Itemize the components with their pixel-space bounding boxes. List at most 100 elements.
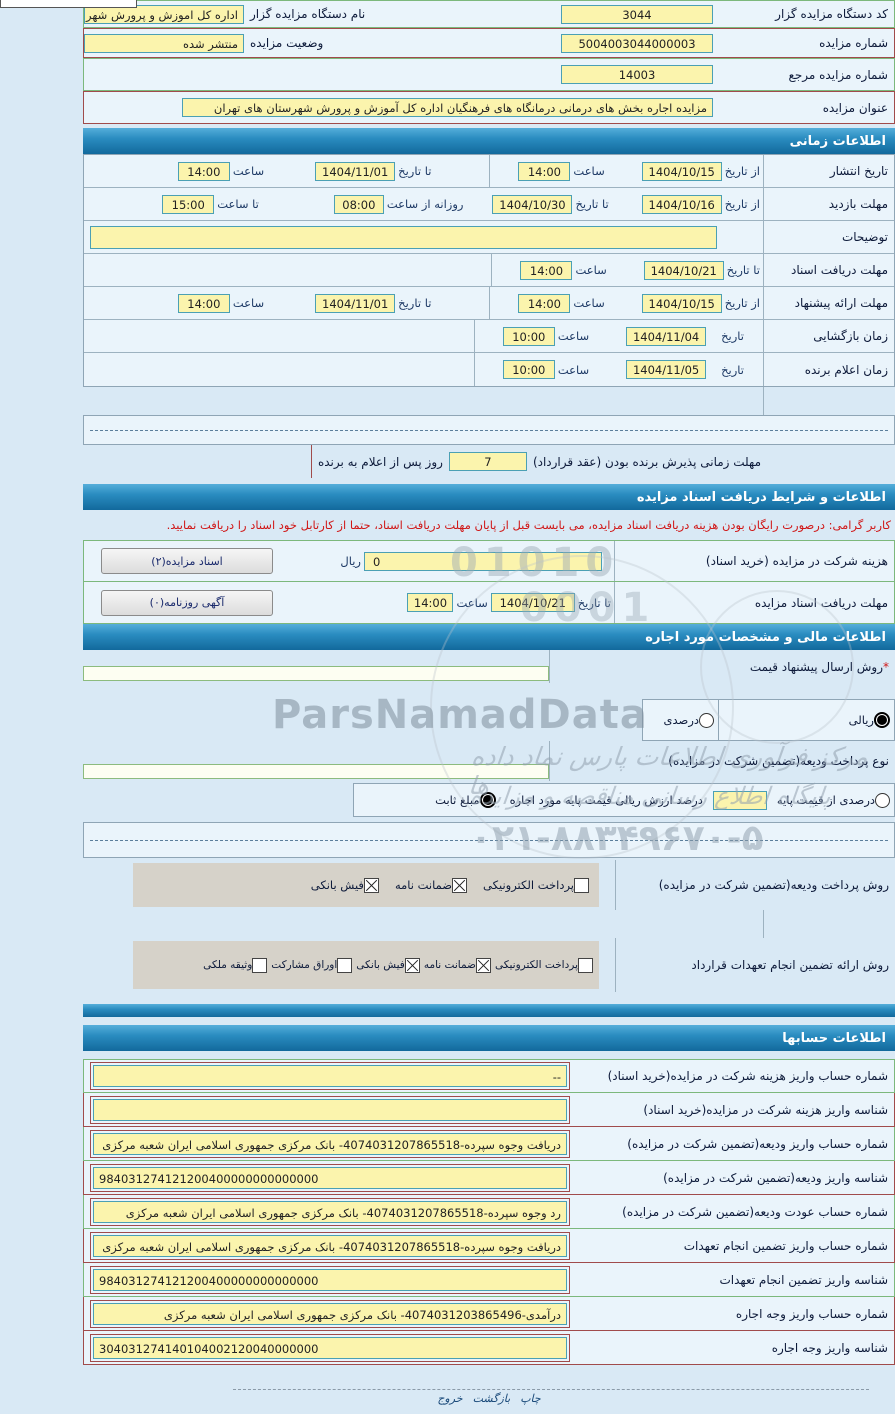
guarantee-option-bank-receipt[interactable]: فیش بانکی (356, 957, 420, 973)
guarantee-option-property[interactable]: وثیقه ملکی (203, 957, 268, 973)
opening-label: زمان بازگشایی (763, 320, 894, 352)
account-input[interactable]: 984031274121200400000000000000 (93, 1268, 567, 1291)
visit-until-input[interactable]: 15:00 (162, 194, 215, 214)
participation-bonds-checkbox[interactable] (337, 957, 353, 973)
auction-number-label: شماره مزایده (819, 36, 888, 50)
row-publish-date: تاریخ انتشار از تاریخ 1404/10/15 ساعت 14… (84, 155, 894, 188)
base-percent-radio[interactable] (875, 792, 890, 808)
notes-input[interactable] (90, 225, 717, 249)
row-reference-number: شماره مزایده مرجع 14003 (83, 58, 895, 91)
visit-daily-input[interactable]: 08:00 (333, 194, 384, 214)
acceptance-days-input[interactable]: 7 (448, 452, 527, 471)
rial-radio-label: ریالی (848, 713, 874, 727)
account-row: شناسه واریز وجه اجاره 304031274140104002… (83, 1331, 895, 1365)
bank-receipt-checkbox[interactable] (363, 877, 379, 893)
deposit-option-bank-receipt[interactable]: فیش بانکی (311, 877, 379, 893)
opening-date-input[interactable]: 1404/11/04 (626, 326, 707, 346)
guarantee-letter-checkbox[interactable] (452, 877, 468, 893)
account-input[interactable]: 984031274121200400000000000000 (93, 1166, 567, 1189)
property-collateral-checkbox[interactable] (252, 957, 268, 973)
agency-name-input[interactable]: اداره کل اموزش و پرورش شهر (84, 4, 244, 24)
publish-from-input[interactable]: 1404/10/15 (641, 161, 722, 181)
publish-hour-label: ساعت (573, 164, 605, 178)
winner-hour-input[interactable]: 10:00 (502, 360, 555, 379)
account-input[interactable]: -- (93, 1065, 567, 1087)
guarantee-option-bonds[interactable]: اوراق مشارکت (271, 957, 353, 973)
visit-from-label: از تاریخ (724, 197, 760, 211)
status-input[interactable]: منتشر شده (84, 33, 244, 53)
accounts-top-bar (83, 1004, 895, 1017)
opening-hour-input[interactable]: 10:00 (502, 326, 555, 346)
doc-deadline-to-label: تا تاریخ (726, 263, 760, 277)
docs-deadline-date-input[interactable]: 1404/10/21 (490, 593, 575, 612)
reference-number-label: شماره مزایده مرجع (788, 67, 888, 82)
account-row: شناسه واریز ودیعه(تضمین شرکت در مزایده) … (83, 1161, 895, 1195)
fee-currency-label: ریال (340, 554, 361, 568)
guarantee-option-letter[interactable]: ضمانت نامه (424, 957, 491, 973)
doc-deadline-to-input[interactable]: 1404/10/21 (643, 260, 724, 280)
agency-code-input[interactable]: 3044 (561, 4, 713, 24)
auction-title-input[interactable]: مزایده اجاره بخش های درمانی درمانگاه های… (182, 98, 713, 117)
account-input[interactable]: درآمدی-4074031203865496- بانک مرکزی جمهو… (93, 1302, 567, 1325)
row-participation-fee: هزینه شرکت در مزایده (خرید اسناد) 0 ریال… (83, 540, 895, 582)
base-percent-input[interactable] (712, 790, 767, 810)
deposit-type-empty-field[interactable] (83, 764, 549, 779)
account-row: شناسه واریز تضمین انجام تعهدات 984031274… (83, 1263, 895, 1297)
print-link[interactable]: چاپ (520, 1392, 541, 1405)
guarantee-bank-receipt-checkbox[interactable] (404, 957, 420, 973)
reference-number-input[interactable]: 14003 (561, 65, 713, 84)
row-notes: توضیحات (84, 221, 894, 254)
visit-daily-label: روزانه از ساعت (386, 197, 464, 211)
auction-number-input[interactable]: 5004003044000003 (561, 33, 713, 53)
proposal-to-input[interactable]: 1404/11/01 (315, 293, 396, 313)
proposal-hour-label: ساعت (573, 296, 605, 310)
row-guarantee-method: روش ارائه تضمین انجام تعهدات قرارداد پرد… (83, 938, 895, 992)
account-input[interactable]: رد وجوه سپرده-4074031207865518- بانک مرک… (93, 1200, 567, 1223)
guarantee-option-electronic[interactable]: پرداخت الکترونیکی (495, 957, 593, 973)
fee-input[interactable]: 0 (364, 551, 602, 571)
visit-from-input[interactable]: 1404/10/16 (641, 194, 722, 214)
electronic-payment-label: پرداخت الکترونیکی (483, 878, 574, 892)
publish-hour2-input[interactable]: 14:00 (177, 161, 230, 181)
account-label: شناسه واریز تضمین انجام تعهدات (719, 1272, 889, 1287)
back-link[interactable]: بازگشت (472, 1392, 511, 1405)
electronic-payment-checkbox[interactable] (574, 877, 589, 893)
row-notice: کاربر گرامی: درصورت رایگان بودن هزینه در… (83, 510, 895, 540)
publish-to-input[interactable]: 1404/11/01 (315, 161, 396, 181)
guarantee-electronic-checkbox[interactable] (578, 957, 593, 973)
deposit-method-panel: پرداخت الکترونیکی ضمانت نامه فیش بانکی (133, 863, 599, 907)
dashed-separator-1 (83, 415, 895, 445)
main-table: کد دستگاه مزایده گزار 3044 نام دستگاه مز… (83, 0, 895, 1405)
rial-radio[interactable] (874, 712, 890, 728)
account-row: شماره حساب عودت ودیعه(تضمین شرکت در مزای… (83, 1195, 895, 1229)
proposal-from-input[interactable]: 1404/10/15 (641, 293, 722, 313)
publish-hour-input[interactable]: 14:00 (518, 161, 571, 181)
account-label: شماره حساب عودت ودیعه(تضمین شرکت در مزای… (622, 1204, 888, 1219)
winner-date-input[interactable]: 1404/11/05 (626, 360, 707, 379)
exit-link[interactable]: خروج (437, 1392, 463, 1405)
guarantee-letter2-checkbox[interactable] (475, 957, 491, 973)
account-input[interactable]: دریافت وجوه سپرده-4074031207865518- بانک… (93, 1132, 567, 1155)
visit-to-input[interactable]: 1404/10/30 (492, 194, 573, 214)
doc-deadline-hour-input[interactable]: 14:00 (520, 260, 573, 280)
auction-title-label: عنوان مزایده (822, 100, 888, 115)
account-input[interactable] (93, 1098, 567, 1121)
proposal-hour-input[interactable]: 14:00 (518, 293, 571, 313)
docs-deadline-hour-input[interactable]: 14:00 (407, 593, 454, 612)
newspaper-ad-button[interactable]: آگهی روزنامه(۰) (101, 589, 273, 616)
percent-radio[interactable] (699, 712, 714, 728)
proposal-hour2-input[interactable]: 14:00 (177, 293, 230, 313)
row-title: عنوان مزایده مزایده اجاره بخش های درمانی… (83, 91, 895, 124)
notes-label: توضیحات (763, 221, 894, 253)
row-deposit-type: نوع پرداخت ودیعه(تضمین شرکت در مزایده) (83, 741, 895, 781)
deposit-option-guarantee-letter[interactable]: ضمانت نامه (395, 877, 468, 893)
account-row: شماره حساب واریز وجه اجاره درآمدی-407403… (83, 1297, 895, 1331)
account-input[interactable]: دریافت وجوه سپرده-4074031207865518- بانک… (93, 1234, 567, 1257)
deposit-option-electronic[interactable]: پرداخت الکترونیکی (483, 877, 589, 893)
send-method-empty-field[interactable] (83, 666, 549, 681)
fixed-amount-radio[interactable] (479, 792, 496, 808)
account-input[interactable]: 304031274140104002120040000000 (93, 1336, 567, 1359)
auction-documents-button[interactable]: اسناد مزایده(۲) (101, 548, 273, 574)
account-label: شماره حساب واریز ودیعه(تضمین شرکت در مزا… (627, 1136, 888, 1151)
